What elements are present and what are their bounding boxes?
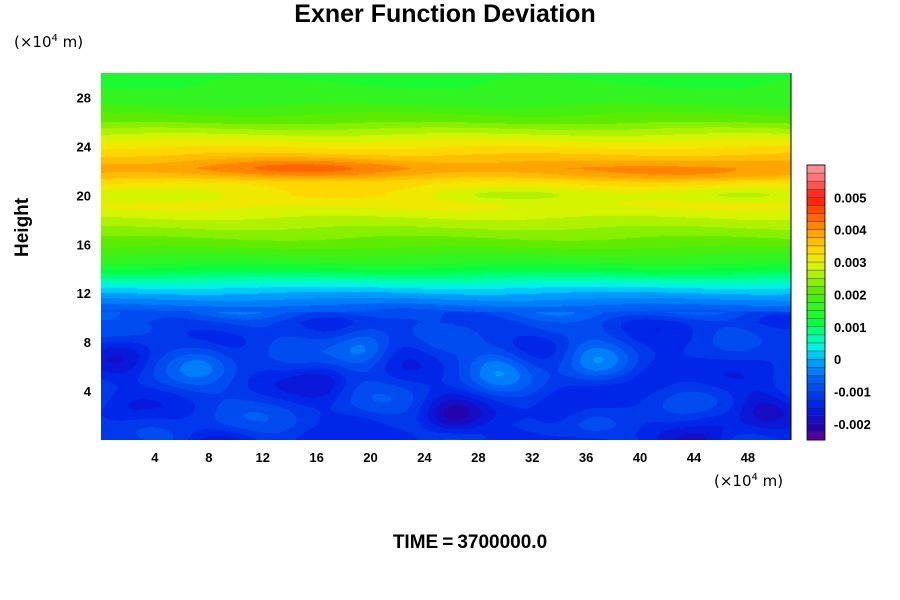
colorbar-tick-label: 0.001 [834, 320, 867, 335]
colorbar-swatch [807, 334, 825, 344]
x-tick-label: 48 [741, 450, 755, 465]
colorbar-swatch [807, 262, 825, 271]
y-tick-label: 16 [77, 237, 91, 252]
colorbar-swatch [807, 189, 825, 198]
colorbar-swatch [807, 359, 825, 368]
x-tick-label: 24 [417, 450, 432, 465]
colorbar-swatch [807, 423, 825, 433]
colorbar-swatch [807, 391, 825, 400]
colorbar-swatch [807, 181, 825, 190]
colorbar-tick-label: 0 [834, 352, 841, 367]
colorbar-swatch [807, 399, 825, 409]
colorbar-swatch [807, 270, 825, 279]
colorbar-swatch [807, 237, 825, 247]
colorbar-swatch [807, 342, 825, 352]
colorbar-swatch [807, 310, 825, 320]
colorbar-swatch [807, 253, 825, 263]
heatmap-field [101, 73, 791, 440]
x-tick-label: 40 [633, 450, 647, 465]
colorbar-swatch [807, 229, 825, 239]
y-tick-label: 24 [77, 139, 92, 154]
colorbar-swatch [807, 213, 825, 223]
x-tick-label: 16 [309, 450, 323, 465]
colorbar-swatch [807, 375, 825, 384]
y-tick-label: 12 [77, 286, 91, 301]
x-tick-label: 44 [687, 450, 702, 465]
colorbar-swatch [807, 173, 825, 182]
colorbar-tick-label: 0.002 [834, 287, 867, 302]
colorbar-swatch [807, 351, 825, 360]
y-tick-label: 8 [84, 335, 91, 350]
x-tick-label: 8 [205, 450, 212, 465]
x-tick-label: 4 [151, 450, 159, 465]
colorbar-swatch [807, 367, 825, 376]
colorbar-tick-label: 0.003 [834, 255, 867, 270]
y-axis-label: Height [12, 197, 33, 257]
colorbar-swatch [807, 245, 825, 255]
colorbar-swatch [807, 318, 825, 328]
y-tick-label: 28 [77, 90, 91, 105]
colorbar-frame [806, 164, 826, 441]
colorbar-swatch [807, 302, 825, 311]
colorbar-swatch [807, 221, 825, 231]
colorbar-swatch [807, 431, 825, 441]
x-tick-label: 20 [363, 450, 377, 465]
colorbar-swatch [807, 165, 825, 174]
y-tick-label: 20 [77, 188, 91, 203]
colorbar-swatch [807, 415, 825, 425]
colorbar-tick-label: -0.002 [834, 417, 871, 432]
colorbar-swatch [807, 294, 825, 303]
x-tick-label: 36 [579, 450, 593, 465]
y-tick-label: 4 [84, 384, 92, 399]
x-tick-label: 12 [255, 450, 269, 465]
time-label: TIME = 3700000.0 [392, 532, 548, 553]
colorbar-tick-label: -0.001 [834, 384, 871, 399]
colorbar-swatch [807, 383, 825, 392]
x-tick-label: 32 [525, 450, 539, 465]
colorbar-tick-label: 0.005 [834, 190, 867, 205]
colorbar-swatch [807, 326, 825, 336]
x-axis-unit: (×104 m) [714, 472, 784, 490]
colorbar-swatch [807, 197, 825, 206]
y-axis-unit: (×104 m) [14, 33, 84, 51]
colorbar-swatch [807, 205, 825, 214]
colorbar-swatch [807, 286, 825, 295]
colorbar-tick-label: 0.004 [834, 223, 867, 238]
x-tick-label: 28 [471, 450, 485, 465]
colorbar-swatch [807, 278, 825, 287]
chart-title: Exner Function Deviation [294, 0, 596, 28]
colorbar: 0.005 0.004 0.003 0.002 0.001 0 -0.001 -0.002 [806, 164, 871, 441]
colorbar-swatch [807, 407, 825, 417]
